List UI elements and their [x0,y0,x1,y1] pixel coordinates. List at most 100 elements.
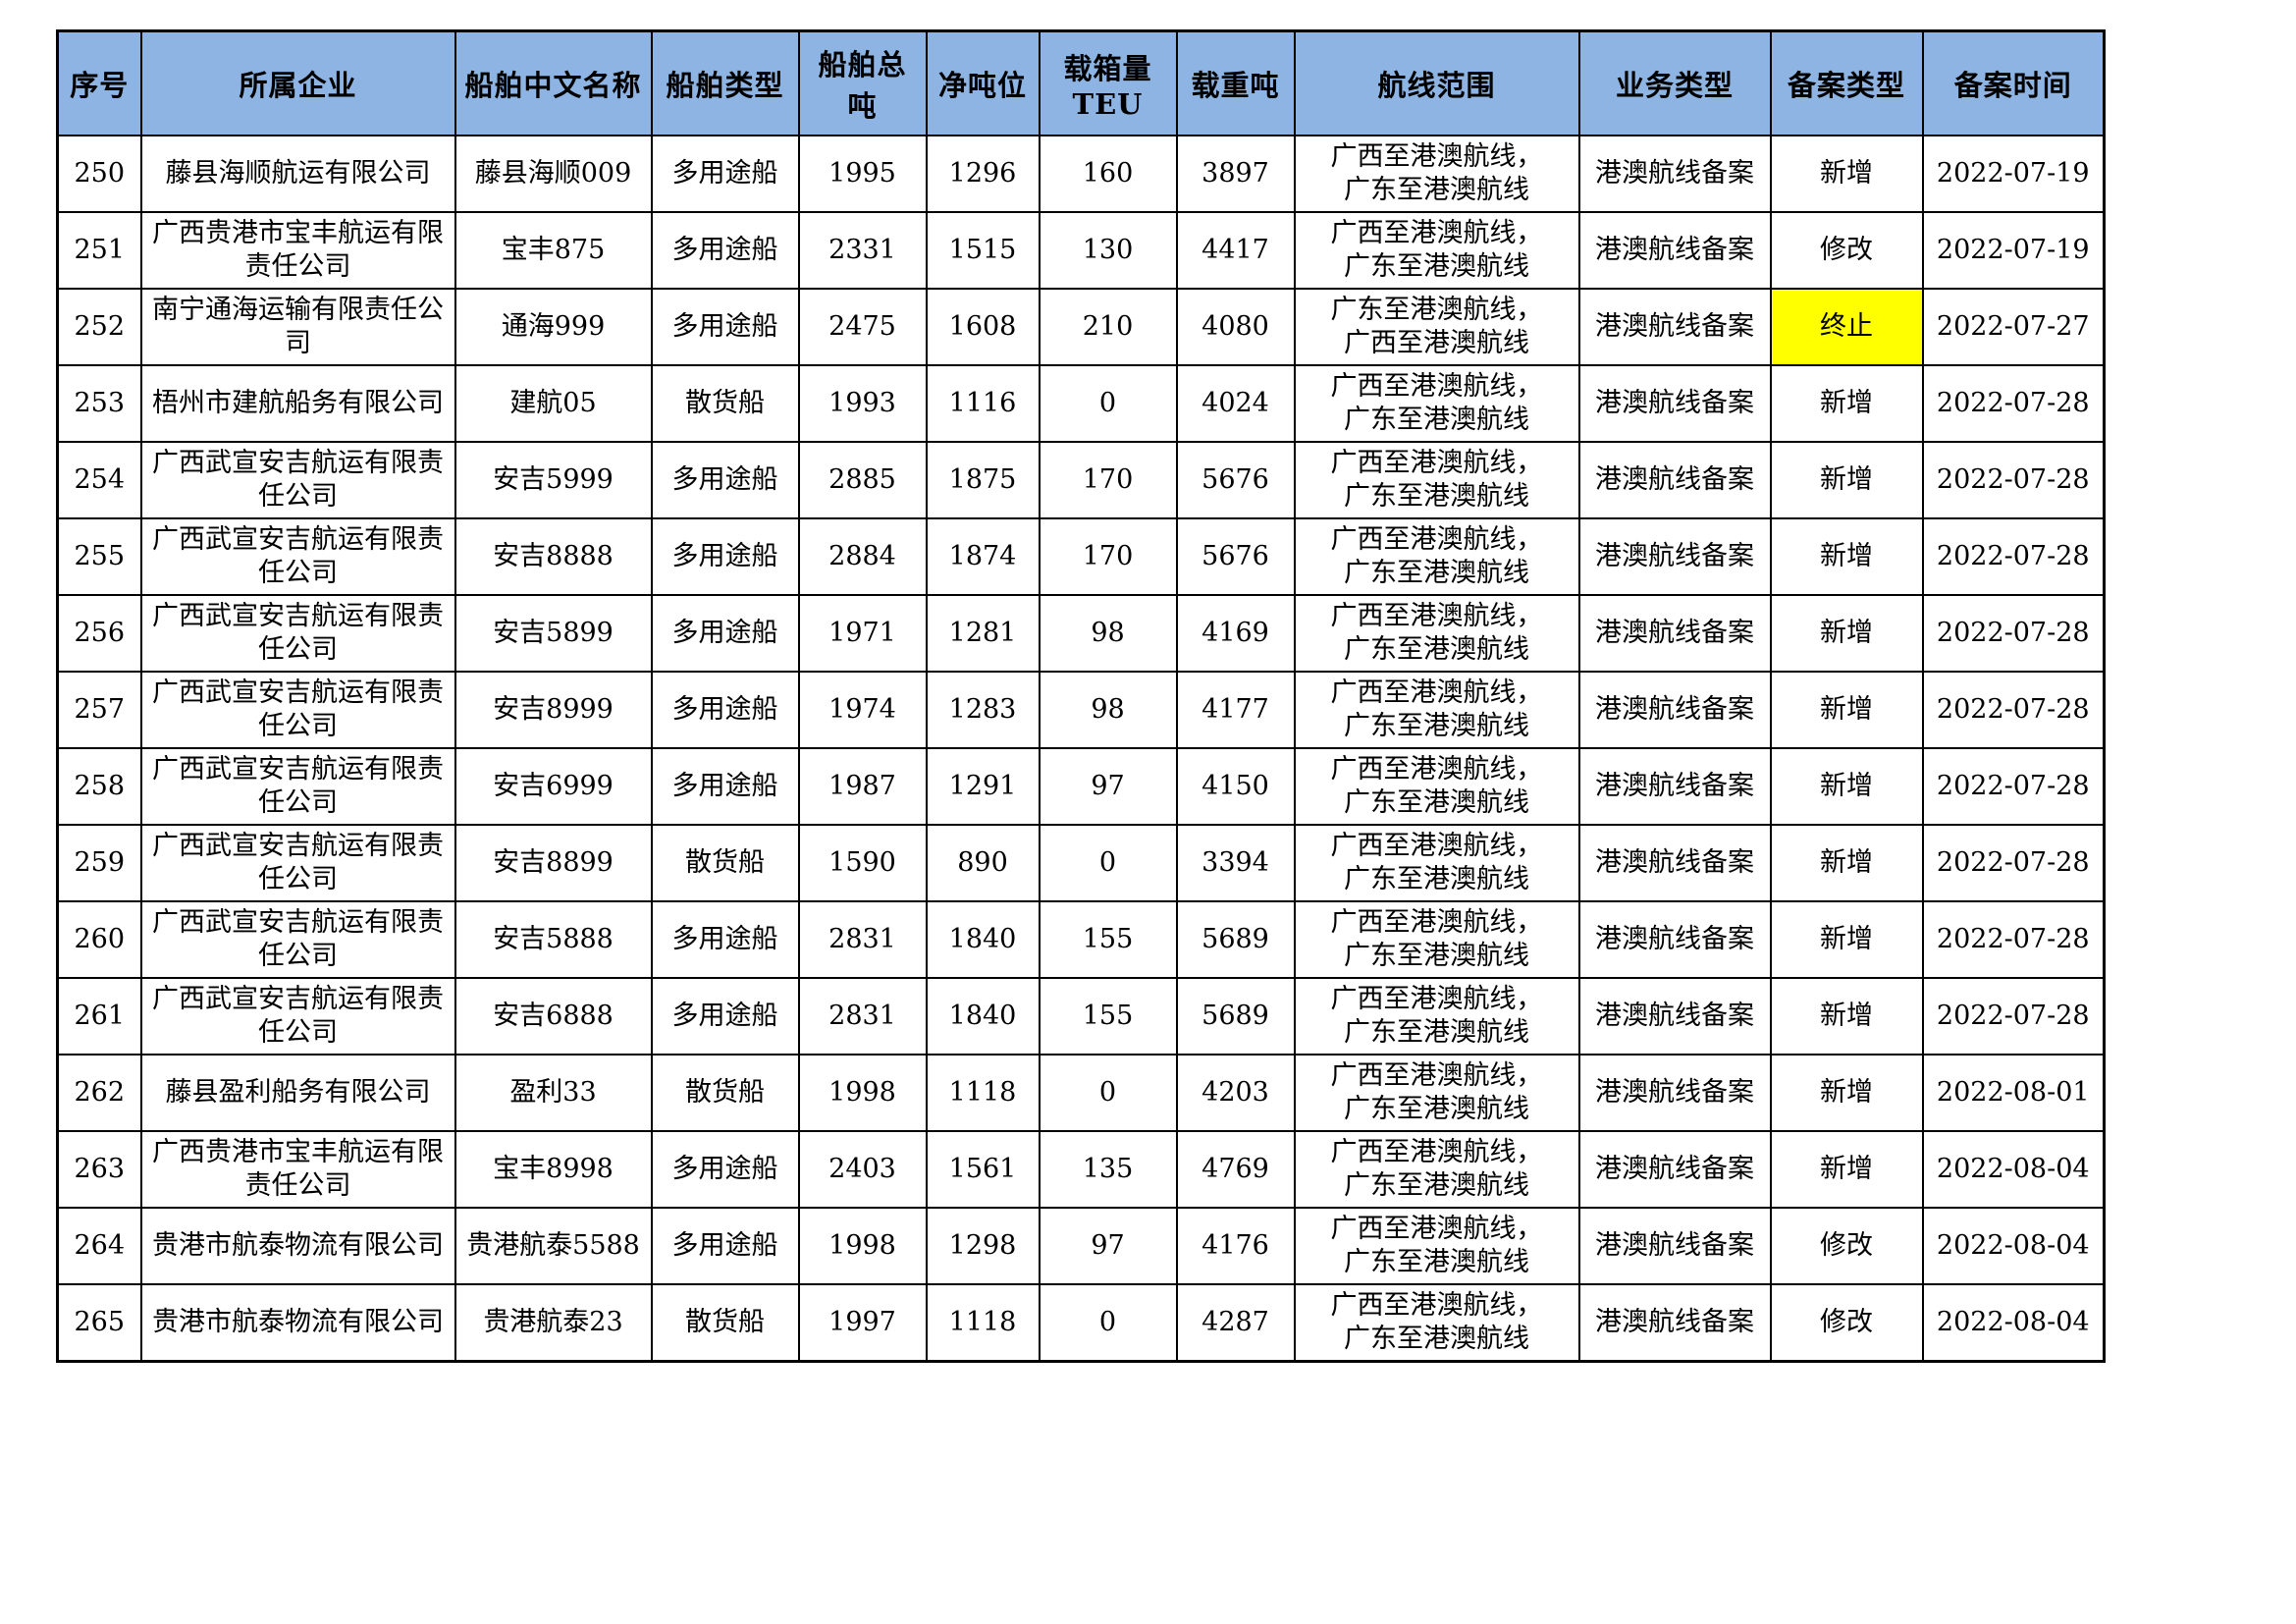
cell-route: 广西至港澳航线， 广东至港澳航线 [1293,1130,1580,1209]
cell-ship-type: 多用途船 [650,288,800,366]
cell-deadweight: 3394 [1175,824,1296,902]
cell-record-date: 2022-08-04 [1921,1130,2106,1209]
cell-company: 藤县盈利船务有限公司 [139,1054,456,1132]
cell-route: 广西至港澳航线， 广东至港澳航线 [1293,594,1580,673]
cell-ship-name: 宝丰8998 [454,1130,653,1209]
cell-ship-name: 安吉8888 [454,517,653,596]
column-header-route: 航线范围 [1293,29,1580,136]
cell-route: 广西至港澳航线， 广东至港澳航线 [1293,364,1580,443]
cell-net-tonnage: 1561 [925,1130,1041,1209]
cell-record-type: 新增 [1769,824,1924,902]
cell-company: 梧州市建航船务有限公司 [139,364,456,443]
cell-net-tonnage: 1116 [925,364,1041,443]
cell-company: 广西武宣安吉航运有限责 任公司 [139,900,456,979]
cell-ship-name: 贵港航泰23 [454,1283,653,1363]
cell-company: 广西武宣安吉航运有限责 任公司 [139,747,456,826]
cell-company: 广西武宣安吉航运有限责 任公司 [139,977,456,1056]
cell-deadweight: 4176 [1175,1207,1296,1285]
cell-ship-name: 安吉8899 [454,824,653,902]
cell-route: 广西至港澳航线， 广东至港澳航线 [1293,1207,1580,1285]
cell-record-type: 终止 [1769,288,1924,366]
cell-seq: 251 [56,211,142,290]
cell-route: 广西至港澳航线， 广东至港澳航线 [1293,135,1580,213]
cell-gross-tonnage: 1998 [797,1207,928,1285]
table-row: 258 广西武宣安吉航运有限责 任公司 安吉6999 多用途船 1987 1291 97 41… [56,747,2106,826]
cell-deadweight: 4150 [1175,747,1296,826]
column-header-ship-name: 船舶中文名称 [454,29,653,136]
cell-gross-tonnage: 2831 [797,977,928,1056]
cell-seq: 263 [56,1130,142,1209]
cell-company: 广西武宣安吉航运有限责 任公司 [139,824,456,902]
cell-seq: 256 [56,594,142,673]
cell-business-type: 港澳航线备案 [1577,1130,1772,1209]
cell-gross-tonnage: 1993 [797,364,928,443]
table-row: 253 梧州市建航船务有限公司 建航05 散货船 1993 1116 0 4024 广西至港澳航… [56,364,2106,443]
cell-record-type: 新增 [1769,517,1924,596]
cell-record-type: 修改 [1769,1207,1924,1285]
table-row: 259 广西武宣安吉航运有限责 任公司 安吉8899 散货船 1590 890 0 3394 广… [56,824,2106,902]
cell-deadweight: 4177 [1175,671,1296,749]
cell-ship-type: 散货船 [650,364,800,443]
cell-company: 广西武宣安吉航运有限责 任公司 [139,517,456,596]
cell-teu: 98 [1038,594,1178,673]
column-header-seq: 序号 [56,29,142,136]
cell-net-tonnage: 890 [925,824,1041,902]
cell-business-type: 港澳航线备案 [1577,594,1772,673]
cell-ship-type: 多用途船 [650,594,800,673]
cell-net-tonnage: 1515 [925,211,1041,290]
cell-teu: 155 [1038,900,1178,979]
cell-teu: 0 [1038,1283,1178,1363]
column-header-company: 所属企业 [139,29,456,136]
cell-ship-name: 贵港航泰5588 [454,1207,653,1285]
cell-company: 广西武宣安吉航运有限责 任公司 [139,671,456,749]
cell-company: 南宁通海运输有限责任公 司 [139,288,456,366]
cell-teu: 135 [1038,1130,1178,1209]
cell-business-type: 港澳航线备案 [1577,135,1772,213]
cell-teu: 0 [1038,824,1178,902]
cell-record-type: 修改 [1769,211,1924,290]
cell-record-date: 2022-07-28 [1921,364,2106,443]
cell-record-date: 2022-08-04 [1921,1283,2106,1363]
cell-seq: 257 [56,671,142,749]
cell-route: 广西至港澳航线， 广东至港澳航线 [1293,441,1580,519]
cell-ship-name: 安吉8999 [454,671,653,749]
cell-ship-type: 多用途船 [650,1207,800,1285]
table-row: 254 广西武宣安吉航运有限责 任公司 安吉5999 多用途船 2885 1875 170 5… [56,441,2106,519]
cell-route: 广西至港澳航线， 广东至港澳航线 [1293,900,1580,979]
cell-business-type: 港澳航线备案 [1577,1283,1772,1363]
cell-ship-type: 多用途船 [650,135,800,213]
cell-record-type: 新增 [1769,135,1924,213]
cell-teu: 98 [1038,671,1178,749]
cell-deadweight: 4169 [1175,594,1296,673]
cell-record-type: 新增 [1769,977,1924,1056]
cell-ship-name: 宝丰875 [454,211,653,290]
cell-teu: 210 [1038,288,1178,366]
cell-deadweight: 4203 [1175,1054,1296,1132]
table-row: 261 广西武宣安吉航运有限责 任公司 安吉6888 多用途船 2831 1840 155 5… [56,977,2106,1056]
cell-deadweight: 5689 [1175,900,1296,979]
cell-teu: 155 [1038,977,1178,1056]
table-row: 255 广西武宣安吉航运有限责 任公司 安吉8888 多用途船 2884 1874 170 5… [56,517,2106,596]
cell-net-tonnage: 1291 [925,747,1041,826]
cell-seq: 262 [56,1054,142,1132]
cell-business-type: 港澳航线备案 [1577,517,1772,596]
cell-company: 广西武宣安吉航运有限责 任公司 [139,594,456,673]
cell-gross-tonnage: 2475 [797,288,928,366]
column-header-record-type: 备案类型 [1769,29,1924,136]
cell-ship-type: 散货船 [650,1054,800,1132]
cell-seq: 253 [56,364,142,443]
document-page: 序号 所属企业 船舶中文名称 船舶类型 船舶总吨 净吨位 载箱量TEU 载重吨 … [56,29,2106,1363]
cell-route: 广西至港澳航线， 广东至港澳航线 [1293,747,1580,826]
cell-seq: 255 [56,517,142,596]
cell-record-date: 2022-07-28 [1921,671,2106,749]
table-row: 251 广西贵港市宝丰航运有限 责任公司 宝丰875 多用途船 2331 1515 130 4… [56,211,2106,290]
cell-route: 广西至港澳航线， 广东至港澳航线 [1293,977,1580,1056]
cell-seq: 259 [56,824,142,902]
cell-net-tonnage: 1281 [925,594,1041,673]
cell-teu: 0 [1038,1054,1178,1132]
cell-ship-type: 散货船 [650,824,800,902]
cell-deadweight: 5676 [1175,517,1296,596]
ship-registration-table: 序号 所属企业 船舶中文名称 船舶类型 船舶总吨 净吨位 载箱量TEU 载重吨 … [56,29,2106,1363]
cell-business-type: 港澳航线备案 [1577,211,1772,290]
cell-business-type: 港澳航线备案 [1577,671,1772,749]
